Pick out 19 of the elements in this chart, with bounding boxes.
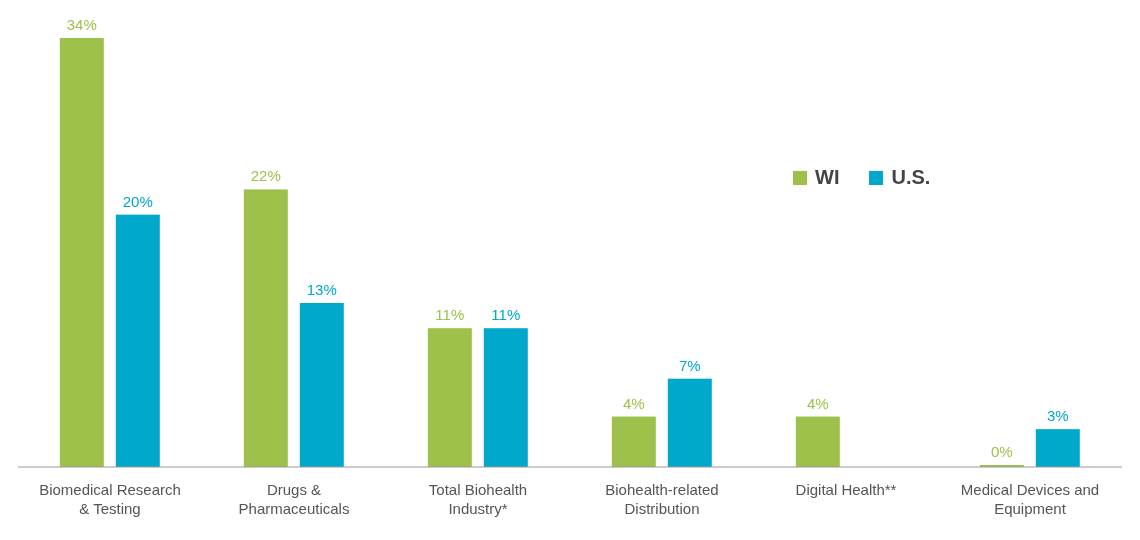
data-label: 20% [122, 192, 153, 210]
data-label: 4% [622, 394, 645, 412]
data-label: 22% [250, 167, 281, 185]
data-label: 3% [1046, 407, 1069, 425]
data-label: 34% [66, 16, 97, 33]
data-label: 11% [435, 306, 465, 324]
data-label: 7% [678, 356, 701, 374]
data-label: 11% [491, 306, 521, 324]
x-tick-label: Digital Health** [795, 481, 897, 498]
x-tick-label: Biomedical Research & Testing [39, 481, 181, 517]
x-tick-label: Drugs & Pharmaceuticals [238, 481, 350, 517]
data-label: 13% [306, 280, 337, 298]
x-tick-label: Biohealth-related Distribution [605, 481, 719, 517]
x-tick-label: Total Biohealth Industry* [428, 481, 528, 517]
data-label: 0% [990, 443, 1013, 460]
x-tick-label: Medical Devices and Equipment [960, 481, 1100, 517]
legend-label: U.S. [890, 166, 931, 189]
legend-label: WI [814, 166, 840, 189]
data-label: 4% [806, 394, 829, 412]
